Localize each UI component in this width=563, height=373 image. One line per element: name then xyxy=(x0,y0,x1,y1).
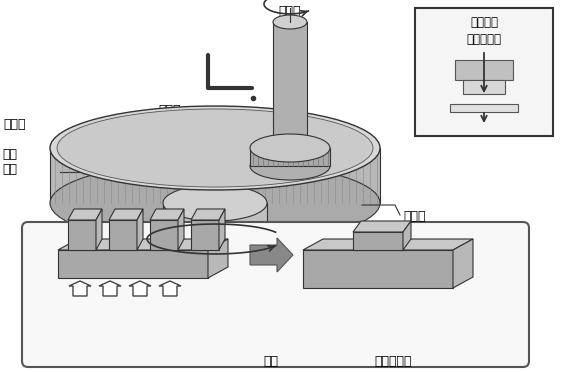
Text: 硅圆片的
吸附与加压: 硅圆片的 吸附与加压 xyxy=(467,16,502,46)
Bar xyxy=(109,220,137,250)
Bar xyxy=(150,220,178,250)
Ellipse shape xyxy=(57,109,373,187)
Ellipse shape xyxy=(250,134,330,162)
Polygon shape xyxy=(250,238,293,272)
Text: 研磨液: 研磨液 xyxy=(158,103,181,116)
Bar xyxy=(353,232,403,250)
Polygon shape xyxy=(163,203,267,231)
Ellipse shape xyxy=(273,15,307,29)
Ellipse shape xyxy=(50,161,380,245)
Bar xyxy=(463,80,505,94)
Ellipse shape xyxy=(50,106,380,190)
FancyBboxPatch shape xyxy=(415,8,553,136)
Text: 硅圆片: 硅圆片 xyxy=(403,210,426,223)
Text: 研磨: 研磨 xyxy=(263,355,279,368)
Polygon shape xyxy=(159,281,181,296)
Polygon shape xyxy=(453,239,473,288)
Text: 研磨杆: 研磨杆 xyxy=(279,5,301,18)
Polygon shape xyxy=(109,209,143,220)
Polygon shape xyxy=(353,221,411,232)
Polygon shape xyxy=(69,281,91,296)
Polygon shape xyxy=(219,209,225,250)
Polygon shape xyxy=(96,209,102,250)
Polygon shape xyxy=(250,148,330,166)
Polygon shape xyxy=(403,221,411,250)
Polygon shape xyxy=(178,209,184,250)
Polygon shape xyxy=(50,148,380,203)
Bar xyxy=(58,250,208,278)
Bar xyxy=(191,220,219,250)
Text: 研磨垫: 研磨垫 xyxy=(3,119,25,132)
Text: 旋转: 旋转 xyxy=(208,247,222,260)
Polygon shape xyxy=(208,239,228,278)
Ellipse shape xyxy=(250,152,330,180)
Ellipse shape xyxy=(163,185,267,221)
Text: 硅圆片表面: 硅圆片表面 xyxy=(374,355,412,368)
Polygon shape xyxy=(137,209,143,250)
FancyBboxPatch shape xyxy=(22,222,529,367)
Bar xyxy=(455,60,513,80)
Ellipse shape xyxy=(163,213,267,249)
Polygon shape xyxy=(58,239,228,250)
Polygon shape xyxy=(191,209,225,220)
Polygon shape xyxy=(68,209,102,220)
Polygon shape xyxy=(129,281,151,296)
Bar xyxy=(303,250,453,288)
Polygon shape xyxy=(273,22,307,148)
Bar xyxy=(450,104,518,112)
Text: 固定
底盘: 固定 底盘 xyxy=(2,148,17,176)
Polygon shape xyxy=(303,239,473,250)
Bar xyxy=(68,220,96,250)
Polygon shape xyxy=(150,209,184,220)
Polygon shape xyxy=(99,281,121,296)
